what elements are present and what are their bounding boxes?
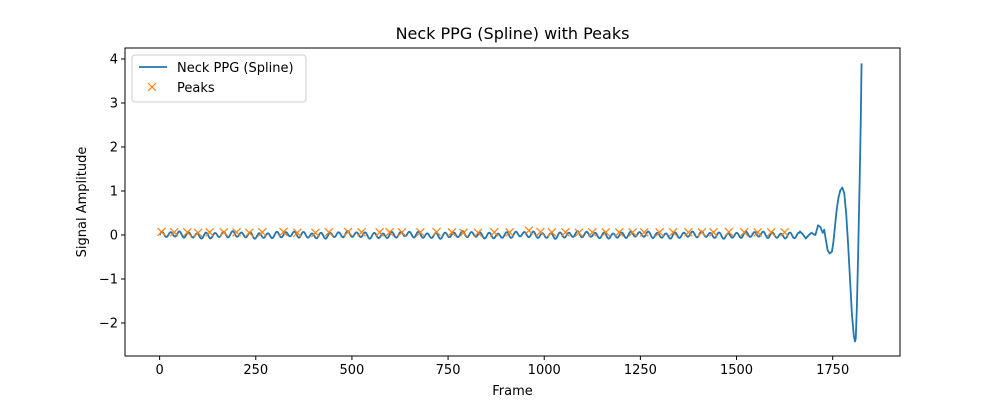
x-axis-label: Frame: [492, 384, 533, 399]
peak-marker: [244, 228, 254, 238]
peak-marker: [473, 228, 483, 238]
x-tick-label: 1000: [528, 363, 561, 378]
legend-x-marker-swatch: [147, 82, 157, 92]
axes-frame: [124, 47, 901, 357]
peak-marker: [614, 227, 624, 237]
y-tick-label: 1: [110, 185, 118, 200]
legend: Neck PPG (Spline) Peaks: [131, 54, 307, 103]
peak-marker: [489, 227, 499, 237]
peak-marker: [182, 227, 192, 237]
peak-marker: [655, 227, 665, 237]
peak-marker: [459, 228, 468, 238]
x-tick-label: 500: [340, 363, 365, 378]
series-layer: [157, 63, 863, 343]
peak-marker: [535, 227, 545, 237]
peak-marker: [628, 227, 638, 237]
peak-marker: [232, 227, 241, 237]
x-tick-label: 1750: [816, 363, 849, 378]
peak-marker: [709, 227, 718, 237]
peak-marker: [279, 227, 288, 237]
peak-marker: [724, 227, 734, 237]
peak-marker: [292, 228, 302, 238]
legend-box: [131, 54, 307, 103]
peak-marker: [753, 227, 763, 237]
peak-marker: [397, 227, 407, 237]
peak-marker: [766, 227, 776, 237]
peak-marker: [193, 228, 203, 238]
plot-area: [124, 47, 901, 357]
peak-marker: [739, 227, 749, 237]
y-tick-label: −1: [99, 273, 118, 288]
peak-marker: [668, 227, 678, 237]
y-tick-label: −2: [99, 317, 118, 332]
peak-marker: [432, 227, 441, 237]
y-tick-label: 2: [110, 141, 118, 156]
y-axis: −2 −1 0 1 2 3 4: [99, 53, 125, 332]
peak-marker: [375, 227, 385, 237]
peak-marker: [385, 227, 395, 237]
peak-marker: [157, 227, 166, 237]
peak-marker: [219, 227, 229, 237]
peak-marker: [343, 227, 353, 237]
peak-marker: [310, 228, 320, 238]
legend-label-spline: Neck PPG (Spline): [177, 61, 294, 76]
y-tick-label: 3: [110, 97, 118, 112]
peak-marker: [324, 227, 334, 237]
peak-marker: [257, 227, 267, 237]
x-tick-label: 0: [155, 363, 163, 378]
peak-marker: [357, 227, 366, 237]
y-tick-label: 4: [110, 53, 118, 68]
peak-marker: [547, 227, 557, 237]
x-tick-label: 250: [243, 363, 268, 378]
peak-marker: [447, 227, 457, 237]
peak-marker: [574, 228, 584, 238]
peak-marker: [505, 227, 515, 237]
peak-marker: [560, 227, 570, 237]
peak-marker: [169, 227, 179, 237]
peak-marker: [524, 226, 534, 236]
x-tick-label: 750: [436, 363, 461, 378]
x-axis: 0 250 500 750 1000 1250 1500 1750: [155, 356, 849, 378]
peak-marker: [601, 227, 611, 237]
y-tick-label: 0: [110, 229, 118, 244]
peak-marker: [205, 227, 215, 237]
peak-marker: [415, 227, 425, 237]
x-tick-label: 1250: [624, 363, 657, 378]
legend-label-peaks: Peaks: [177, 81, 215, 96]
peak-marker: [697, 227, 707, 237]
y-axis-label: Signal Amplitude: [75, 147, 90, 258]
peak-marker: [780, 227, 790, 237]
chart-title: Neck PPG (Spline) with Peaks: [396, 24, 630, 43]
peak-marker: [587, 227, 597, 237]
peak-marker: [639, 227, 649, 237]
x-tick-label: 1500: [720, 363, 753, 378]
peak-marker: [684, 227, 693, 237]
